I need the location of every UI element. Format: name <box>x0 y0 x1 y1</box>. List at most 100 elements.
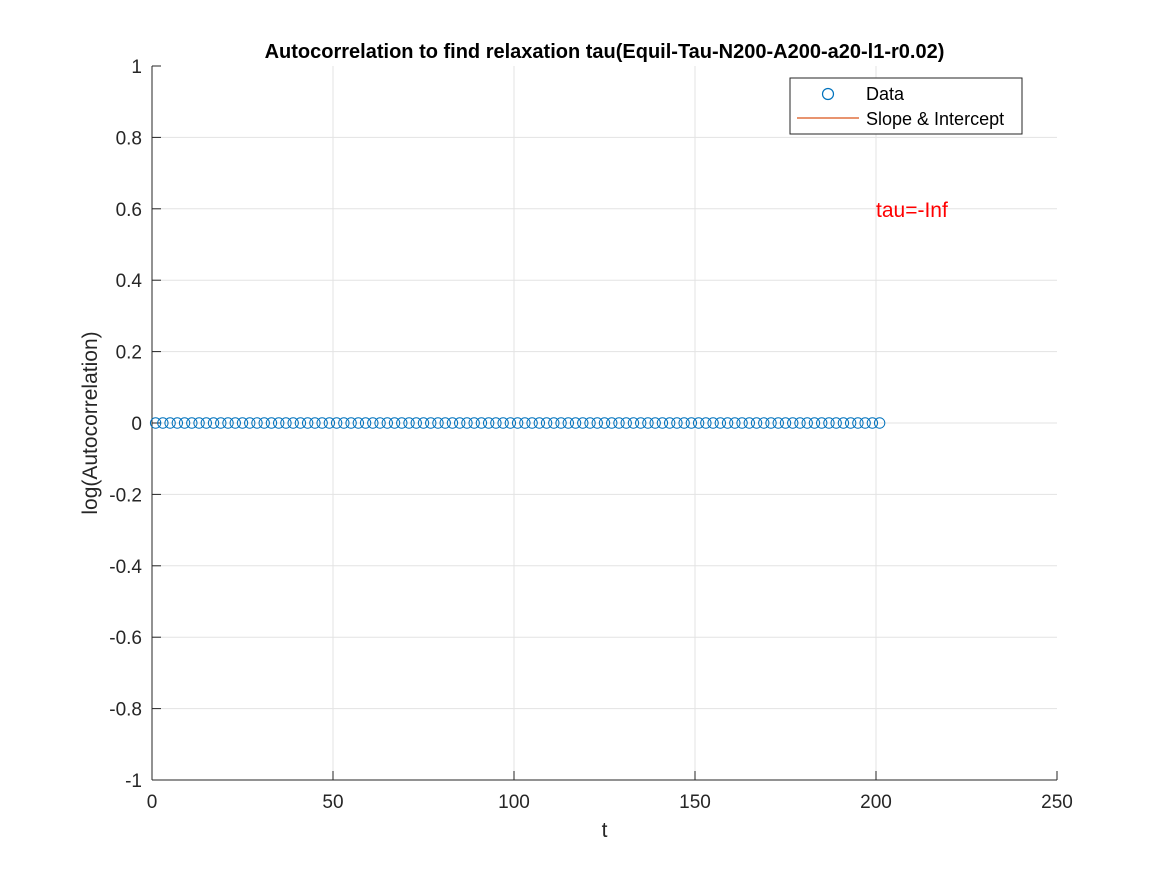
data-point <box>808 417 821 429</box>
data-point <box>236 417 249 429</box>
x-tick-label: 100 <box>498 792 530 813</box>
x-tick-label: 50 <box>322 792 343 813</box>
data-point <box>526 417 538 429</box>
x-tick-label: 0 <box>147 792 158 813</box>
data-point <box>403 417 415 429</box>
data-point <box>265 417 278 429</box>
data-point <box>511 417 524 429</box>
data-point <box>801 417 813 429</box>
data-point <box>729 417 741 429</box>
data-point <box>873 417 886 429</box>
data-point <box>207 417 220 429</box>
data-point <box>367 417 379 429</box>
y-tick-label: -0.4 <box>109 557 142 578</box>
data-point <box>685 417 698 429</box>
data-point <box>562 417 574 429</box>
data-point <box>229 417 241 429</box>
data-point <box>432 417 444 429</box>
data-point <box>844 417 857 429</box>
data-point <box>671 417 683 429</box>
data-point <box>157 417 169 429</box>
data-point <box>287 417 299 429</box>
y-tick-label: 0.4 <box>116 271 143 292</box>
legend-label-data: Data <box>866 84 905 104</box>
data-point <box>830 417 842 429</box>
data-point <box>417 417 430 429</box>
data-point <box>837 417 850 429</box>
data-point <box>852 417 864 429</box>
data-point <box>323 417 336 429</box>
data-point <box>309 417 321 429</box>
legend-label-fit: Slope & Intercept <box>866 109 1004 129</box>
x-axis-label: t <box>602 819 608 842</box>
x-tick-label: 150 <box>679 792 711 813</box>
chart-title: Autocorrelation to find relaxation tau(E… <box>265 41 945 63</box>
data-point <box>338 417 350 429</box>
y-tick-labels: -1 -0.8 -0.6 -0.4 -0.2 0 0.2 0.4 0.6 0.8 1 <box>109 57 142 792</box>
data-point <box>482 417 495 429</box>
data-point <box>613 417 625 429</box>
data-point <box>497 417 509 429</box>
data-point <box>446 417 459 429</box>
data-point <box>200 417 213 429</box>
legend-box <box>789 77 1023 135</box>
data-point <box>663 417 676 429</box>
data-point <box>765 417 777 429</box>
data-point <box>475 417 488 429</box>
data-point <box>606 417 618 429</box>
data-point <box>164 417 176 429</box>
y-tick-label: 0.2 <box>116 343 142 364</box>
data-point <box>700 417 712 429</box>
data-point <box>215 417 227 429</box>
data-series <box>149 417 886 429</box>
y-tick-label: 0.6 <box>116 200 142 221</box>
y-tick-label: 0 <box>131 414 142 435</box>
data-point <box>627 417 640 429</box>
data-point <box>598 417 611 429</box>
data-point <box>374 417 386 429</box>
data-point <box>251 417 263 429</box>
data-point <box>178 417 191 429</box>
data-point <box>186 417 198 429</box>
data-point <box>555 417 567 429</box>
data-point <box>388 417 401 429</box>
data-point <box>642 417 654 429</box>
data-point <box>794 417 806 429</box>
data-point <box>504 417 517 429</box>
data-point <box>620 417 632 429</box>
y-axis-label: log(Autocorrelation) <box>79 331 102 514</box>
data-point <box>301 417 314 429</box>
data-point <box>273 417 285 429</box>
data-point <box>381 417 393 429</box>
data-point <box>787 417 799 429</box>
data-point <box>468 417 480 429</box>
data-point <box>772 417 784 429</box>
data-point <box>721 417 734 429</box>
data-point <box>750 417 763 429</box>
data-point <box>707 417 719 429</box>
data-point <box>461 417 473 429</box>
legend-marker-data <box>821 87 835 101</box>
tau-annotation: tau=-Inf <box>876 199 948 222</box>
data-point <box>454 417 466 429</box>
data-point <box>569 417 582 429</box>
data-point <box>439 417 451 429</box>
data-point <box>490 417 502 429</box>
data-point <box>866 417 879 429</box>
data-point <box>540 417 553 429</box>
data-point <box>425 417 437 429</box>
axes <box>151 65 1058 781</box>
data-point <box>816 417 828 429</box>
data-point <box>635 417 647 429</box>
legend: Data Slope & Intercept <box>789 77 1023 135</box>
data-point <box>149 417 162 429</box>
data-point <box>294 417 307 429</box>
data-point <box>193 417 205 429</box>
data-point <box>171 417 184 429</box>
y-tick-label: 0.8 <box>116 128 142 149</box>
data-point <box>656 417 669 429</box>
data-point <box>519 417 531 429</box>
data-point <box>548 417 560 429</box>
data-point <box>316 417 328 429</box>
